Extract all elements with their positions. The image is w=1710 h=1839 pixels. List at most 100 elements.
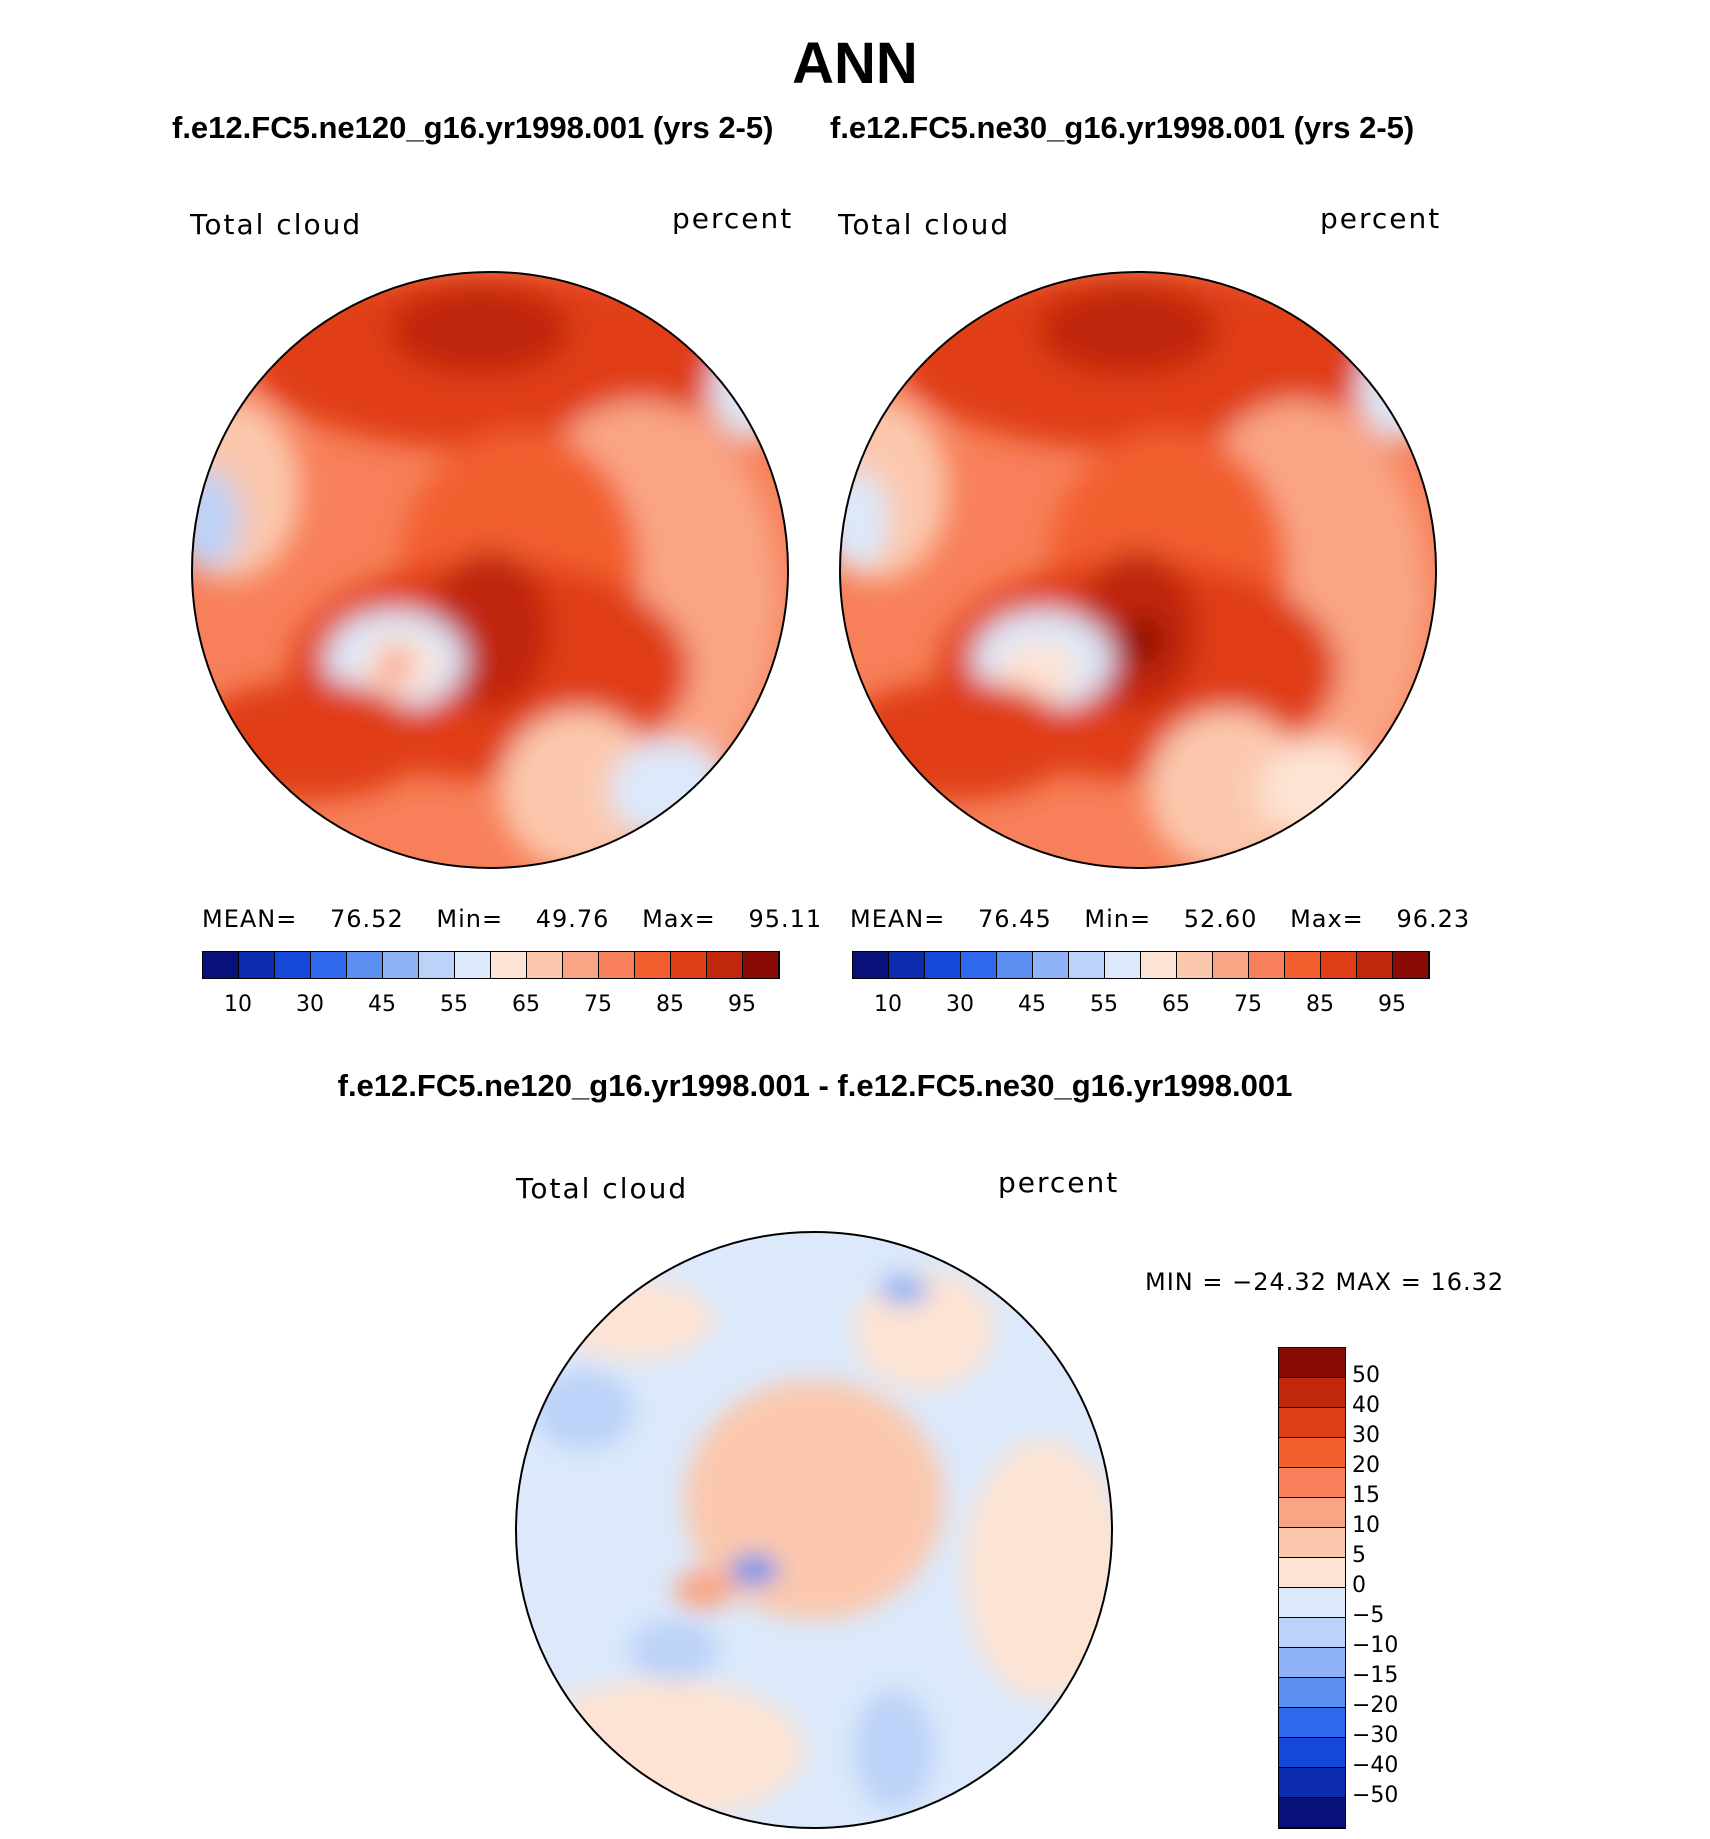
left-colorbar-segment (239, 952, 275, 978)
diff-colorbar-tick-label: −5 (1352, 1603, 1385, 1628)
left-colorbar-segment (671, 952, 707, 978)
right-colorbar-segment (1213, 952, 1249, 978)
right-colorbar-tick-label: 95 (1378, 992, 1406, 1017)
left-colorbar-segment (743, 952, 779, 978)
left-colorbar-tick-label: 55 (440, 992, 468, 1017)
right-mean-value: 76.45 (978, 905, 1052, 933)
diff-colorbar-tick-label: 20 (1352, 1453, 1380, 1478)
right-colorbar-segment (1177, 952, 1213, 978)
right-colorbar-tick-label: 85 (1306, 992, 1334, 1017)
left-max-label: Max= (642, 905, 716, 933)
diff-units-label: percent (998, 1166, 1120, 1199)
left-case-title: f.e12.FC5.ne120_g16.yr1998.001 (yrs 2-5) (172, 110, 774, 145)
left-colorbar-ticks: 10 30 45 55 65 75 85 95 (202, 992, 780, 1022)
right-colorbar (852, 951, 1430, 979)
diff-colorbar-tick-label: 30 (1352, 1423, 1380, 1448)
diff-colorbar-segment (1279, 1528, 1345, 1558)
right-colorbar-segment (1069, 952, 1105, 978)
right-colorbar-segment (925, 952, 961, 978)
right-stats: MEAN= 76.45 Min= 52.60 Max= 96.23 (850, 905, 1470, 933)
diff-colorbar-segment (1279, 1738, 1345, 1768)
right-max-label: Max= (1290, 905, 1364, 933)
left-colorbar-tick-label: 30 (296, 992, 324, 1017)
left-min-label: Min= (436, 905, 504, 933)
right-colorbar-tick-label: 65 (1162, 992, 1190, 1017)
left-colorbar-segment (455, 952, 491, 978)
left-max-value: 95.11 (748, 905, 823, 933)
diff-colorbar-tick-label: −30 (1352, 1723, 1399, 1748)
right-colorbar-segment (1249, 952, 1285, 978)
diff-colorbar-ticks: 50 40 30 20 15 10 5 0 −5 −10 −15 −20 −30 −40 −50 (1352, 1347, 1442, 1829)
right-colorbar-segment (1393, 952, 1429, 978)
diff-colorbar-tick-label: 5 (1352, 1543, 1366, 1568)
left-colorbar-segment (383, 952, 419, 978)
left-min-value: 49.76 (535, 905, 610, 933)
diff-colorbar-tick-label: −40 (1352, 1753, 1399, 1778)
diff-colorbar-segment (1279, 1708, 1345, 1738)
right-colorbar-ticks: 10 30 45 55 65 75 85 95 (852, 992, 1430, 1022)
left-stats: MEAN= 76.52 Min= 49.76 Max= 95.11 (202, 905, 822, 933)
right-colorbar-segment (1357, 952, 1393, 978)
right-colorbar-segment (1105, 952, 1141, 978)
diff-colorbar-tick-label: 10 (1352, 1513, 1380, 1538)
diff-colorbar-segment (1279, 1558, 1345, 1588)
diff-colorbar-tick-label: −15 (1352, 1663, 1399, 1688)
diff-colorbar-segment (1279, 1678, 1345, 1708)
left-colorbar-tick-label: 10 (224, 992, 252, 1017)
right-mean-label: MEAN= (850, 905, 946, 933)
diff-colorbar-tick-label: −10 (1352, 1633, 1399, 1658)
diff-polar-map (514, 1230, 1114, 1830)
left-units-label: percent (672, 202, 794, 235)
left-variable-label: Total cloud (190, 208, 363, 241)
diff-colorbar-tick-label: 15 (1352, 1483, 1380, 1508)
left-colorbar-segment (635, 952, 671, 978)
diff-colorbar-tick-label: 40 (1352, 1393, 1380, 1418)
diff-colorbar-segment (1279, 1648, 1345, 1678)
right-colorbar-tick-label: 75 (1234, 992, 1262, 1017)
right-colorbar-tick-label: 30 (946, 992, 974, 1017)
diff-colorbar-segment (1279, 1768, 1345, 1798)
left-polar-map (190, 270, 790, 870)
right-colorbar-segment (1033, 952, 1069, 978)
diff-minmax: MIN = −24.32 MAX = 16.32 (1145, 1268, 1505, 1296)
left-colorbar-segment (347, 952, 383, 978)
diff-colorbar-segment (1279, 1378, 1345, 1408)
diff-variable-label: Total cloud (516, 1172, 689, 1205)
right-colorbar-segment (889, 952, 925, 978)
left-colorbar-tick-label: 85 (656, 992, 684, 1017)
diff-colorbar-segment (1279, 1438, 1345, 1468)
right-variable-label: Total cloud (838, 208, 1011, 241)
right-colorbar-segment (961, 952, 997, 978)
left-mean-value: 76.52 (330, 905, 404, 933)
left-colorbar-segment (311, 952, 347, 978)
right-colorbar-segment (997, 952, 1033, 978)
left-colorbar-tick-label: 65 (512, 992, 540, 1017)
diff-colorbar-segment (1279, 1498, 1345, 1528)
diff-colorbar-segment (1279, 1798, 1345, 1828)
right-colorbar-tick-label: 10 (874, 992, 902, 1017)
left-colorbar-segment (491, 952, 527, 978)
diff-colorbar-tick-label: 50 (1352, 1363, 1380, 1388)
left-colorbar-segment (527, 952, 563, 978)
right-polar-map (838, 270, 1438, 870)
diff-colorbar-segment (1279, 1348, 1345, 1378)
left-colorbar-segment (203, 952, 239, 978)
right-units-label: percent (1320, 202, 1442, 235)
diff-colorbar-segment (1279, 1408, 1345, 1438)
left-colorbar-tick-label: 95 (728, 992, 756, 1017)
diff-colorbar-segment (1279, 1618, 1345, 1648)
left-colorbar (202, 951, 780, 979)
right-colorbar-segment (1285, 952, 1321, 978)
main-title: ANN (792, 31, 918, 96)
left-colorbar-tick-label: 75 (584, 992, 612, 1017)
right-colorbar-segment (1321, 952, 1357, 978)
left-colorbar-segment (707, 952, 743, 978)
right-colorbar-segment (853, 952, 889, 978)
diff-colorbar (1278, 1347, 1346, 1829)
right-min-label: Min= (1084, 905, 1152, 933)
diff-colorbar-tick-label: 0 (1352, 1573, 1366, 1598)
left-colorbar-segment (599, 952, 635, 978)
left-colorbar-segment (275, 952, 311, 978)
left-colorbar-segment (563, 952, 599, 978)
right-case-title: f.e12.FC5.ne30_g16.yr1998.001 (yrs 2-5) (830, 110, 1415, 145)
